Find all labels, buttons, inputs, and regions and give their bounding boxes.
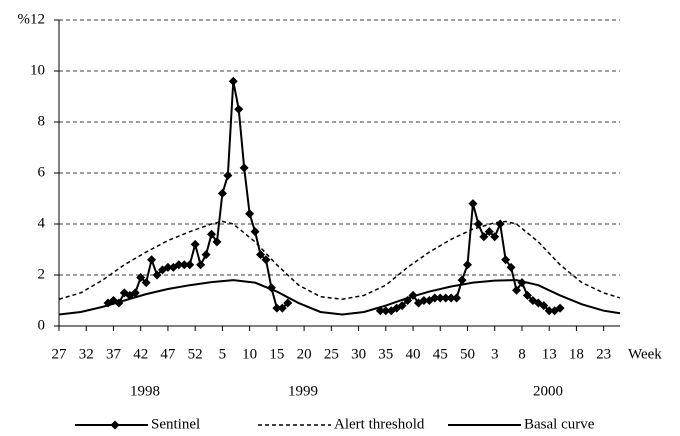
x-tick-label: 5 — [219, 346, 227, 362]
x-tick-label: 52 — [188, 346, 203, 362]
x-tick-label: 25 — [324, 346, 339, 362]
marker — [163, 262, 173, 272]
marker — [522, 290, 532, 300]
x-tick-label: 20 — [297, 346, 312, 362]
marker — [152, 270, 162, 280]
y-tick-label: 10 — [30, 62, 45, 78]
year-label: 1998 — [130, 383, 160, 399]
marker — [136, 273, 146, 283]
marker — [457, 275, 467, 285]
y-tick-label: 6 — [38, 164, 46, 180]
marker — [473, 219, 483, 229]
marker — [212, 237, 222, 247]
marker — [234, 104, 244, 114]
x-tick-label: 37 — [106, 346, 122, 362]
marker — [250, 227, 260, 237]
marker — [239, 163, 249, 173]
marker — [441, 293, 451, 303]
x-tick-label: 8 — [518, 346, 526, 362]
y-tick-label: 8 — [38, 113, 46, 129]
x-tick-label: 23 — [596, 346, 611, 362]
marker — [223, 171, 233, 181]
marker — [277, 303, 287, 313]
x-tick-label: 3 — [491, 346, 499, 362]
x-axis-title: Week — [628, 346, 662, 362]
marker — [141, 278, 151, 288]
x-tick-label: 10 — [242, 346, 257, 362]
x-tick-label: 47 — [160, 346, 176, 362]
year-label: 2000 — [533, 383, 563, 399]
marker — [446, 293, 456, 303]
x-tick-label: 42 — [133, 346, 148, 362]
x-tick-label: 18 — [569, 346, 584, 362]
marker — [462, 260, 472, 270]
marker — [272, 303, 282, 313]
marker — [190, 239, 200, 249]
marker — [256, 250, 266, 260]
x-tick-label: 15 — [269, 346, 284, 362]
marker — [452, 293, 462, 303]
series-line — [107, 81, 561, 312]
x-tick-label: 32 — [79, 346, 94, 362]
legend-marker — [110, 420, 120, 430]
marker — [381, 306, 391, 316]
marker — [245, 209, 255, 219]
marker — [435, 293, 445, 303]
y-tick-label: %12 — [18, 11, 46, 27]
x-tick-label: 30 — [351, 346, 366, 362]
marker — [283, 298, 293, 308]
series-line — [58, 279, 621, 316]
legend-label: Alert threshold — [334, 416, 425, 432]
marker — [430, 293, 440, 303]
marker — [539, 301, 549, 311]
x-tick-label: 50 — [460, 346, 475, 362]
marker — [555, 303, 565, 313]
y-tick-label: 4 — [38, 215, 46, 231]
marker — [495, 219, 505, 229]
x-tick-label: 45 — [433, 346, 448, 362]
marker — [185, 260, 195, 270]
x-tick-label: 13 — [542, 346, 557, 362]
marker — [217, 188, 227, 198]
y-tick-label: 0 — [38, 317, 46, 333]
marker — [490, 232, 500, 242]
x-tick-label: 27 — [52, 346, 68, 362]
marker — [196, 260, 206, 270]
marker — [501, 255, 511, 265]
marker — [397, 301, 407, 311]
legend-label: Sentinel — [151, 416, 200, 432]
marker — [261, 255, 271, 265]
series-line — [58, 220, 621, 300]
marker — [207, 229, 217, 239]
marker — [544, 306, 554, 316]
marker — [228, 76, 238, 86]
marker — [468, 199, 478, 209]
marker — [130, 288, 140, 298]
marker — [147, 255, 157, 265]
marker — [174, 260, 184, 270]
marker — [179, 260, 189, 270]
y-tick-label: 2 — [38, 266, 46, 282]
marker — [484, 227, 494, 237]
marker — [512, 285, 522, 295]
year-label: 1999 — [288, 383, 318, 399]
marker — [506, 262, 516, 272]
x-tick-label: 40 — [406, 346, 421, 362]
x-tick-label: 35 — [378, 346, 393, 362]
marker — [419, 296, 429, 305]
marker — [479, 232, 489, 242]
marker — [201, 250, 211, 260]
legend-label: Basal curve — [524, 416, 595, 432]
